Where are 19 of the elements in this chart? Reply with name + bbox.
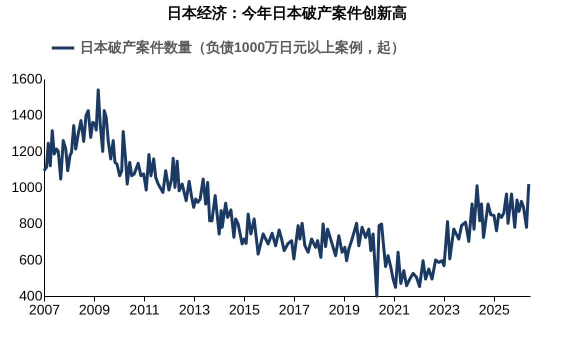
y-tick-label: 800 [19,215,43,232]
y-tick-label: 1600 [11,70,43,86]
legend-label: 日本破产案件数量（负债1000万日元以上案例，起） [80,39,406,55]
y-tick-label: 400 [19,288,43,304]
y-tick-label: 1000 [11,179,43,195]
x-tick-label: 2009 [78,302,110,318]
x-tick-label: 2023 [428,302,460,318]
x-tick-label: 2007 [28,302,60,318]
y-tick-label: 1400 [11,106,43,123]
y-tick-label: 1200 [11,142,43,159]
x-tick-label: 2021 [378,302,410,318]
x-tick-label: 2013 [178,302,210,318]
x-tick-label: 2025 [478,302,510,318]
chart-title: 日本经济：今年日本破产案件创新高 [167,4,407,22]
x-tick-label: 2011 [129,302,160,318]
x-tick-label: 2015 [228,302,260,318]
y-tick-label: 600 [19,251,43,268]
x-tick-label: 2019 [328,302,360,318]
x-tick-label: 2017 [278,302,310,318]
